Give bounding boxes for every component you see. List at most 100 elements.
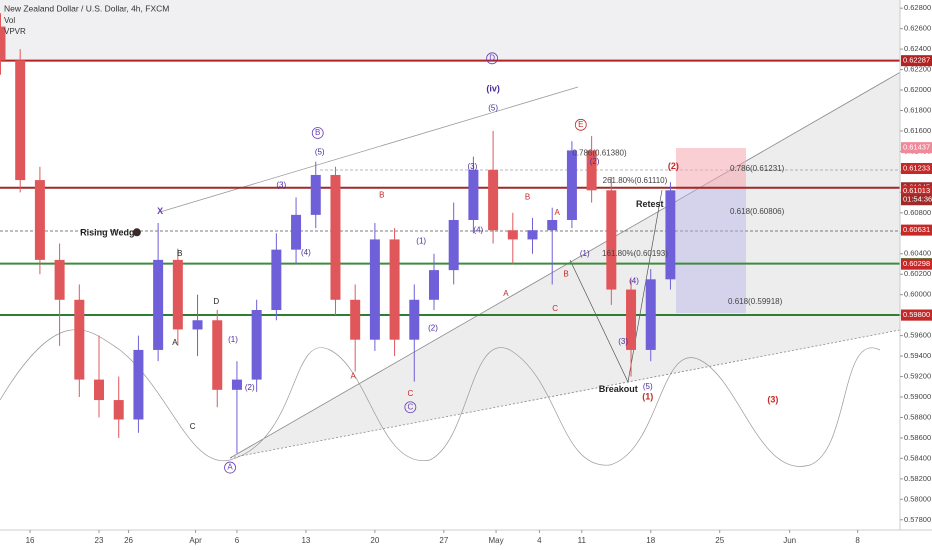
target-zone bbox=[676, 148, 746, 190]
x-tick-label: 16 bbox=[26, 536, 35, 545]
candle-body bbox=[488, 169, 499, 231]
candle-body bbox=[527, 230, 538, 240]
wave-circle bbox=[574, 118, 587, 131]
annotation: Retest bbox=[636, 199, 664, 209]
annotation: (2) bbox=[590, 157, 600, 166]
annotation: C bbox=[552, 304, 558, 313]
candle-body bbox=[192, 320, 203, 330]
y-tick-label: 0.58000 bbox=[904, 494, 931, 503]
candle-body bbox=[665, 190, 676, 280]
price-label-bg bbox=[901, 185, 932, 197]
price-label: 0.61233 bbox=[903, 163, 930, 172]
x-tick-label: 4 bbox=[537, 536, 542, 545]
candle-body bbox=[54, 259, 65, 300]
x-tick-label: 27 bbox=[439, 536, 448, 545]
annotation: (iv) bbox=[486, 83, 500, 93]
annotation: 0.786(0.61380) bbox=[572, 149, 627, 158]
x-tick-label: May bbox=[488, 536, 503, 545]
y-tick-label: 0.62800 bbox=[904, 3, 931, 12]
annotation: (3) bbox=[276, 180, 286, 189]
price-label-bg bbox=[901, 224, 932, 236]
annotation: 261.80%(0.61110) bbox=[603, 176, 668, 185]
annotation: A bbox=[227, 463, 233, 472]
x-tick-label: 18 bbox=[646, 536, 655, 545]
candle-body bbox=[113, 400, 124, 420]
annotation: 161.80%(0.60193) bbox=[602, 249, 668, 258]
annotation: C bbox=[190, 422, 196, 431]
annotation: (3) bbox=[767, 394, 778, 404]
annotation: B bbox=[177, 249, 182, 258]
y-tick-label: 0.60200 bbox=[904, 269, 931, 278]
y-tick-label: 0.58800 bbox=[904, 412, 931, 421]
annotation: (2) bbox=[245, 383, 255, 392]
candle-body bbox=[291, 214, 302, 250]
time-axis bbox=[0, 530, 932, 550]
annotation: Rising Wedge bbox=[80, 228, 139, 238]
candle-body bbox=[212, 320, 223, 390]
candle-body bbox=[645, 279, 656, 350]
y-tick-label: 0.62400 bbox=[904, 44, 931, 53]
candle-body bbox=[231, 379, 242, 390]
annotation: (4) bbox=[629, 276, 639, 285]
annotation: A bbox=[554, 208, 560, 217]
annotation: (4) bbox=[301, 248, 311, 257]
candle-body bbox=[172, 259, 183, 330]
candle-body bbox=[330, 174, 341, 300]
y-tick-label: 0.62600 bbox=[904, 24, 931, 33]
annotation: (1) bbox=[228, 335, 238, 344]
candle-body bbox=[586, 150, 597, 191]
annotation: (2) bbox=[428, 324, 438, 333]
candle-body bbox=[626, 289, 637, 350]
candle-body bbox=[34, 180, 45, 260]
candle-body bbox=[547, 219, 558, 231]
annotation: A bbox=[172, 338, 178, 347]
annotation: X bbox=[157, 206, 163, 216]
y-tick-label: 0.59600 bbox=[904, 331, 931, 340]
y-tick-label: 0.62000 bbox=[904, 85, 931, 94]
price-label: 0.60631 bbox=[903, 225, 930, 234]
annotation: (4) bbox=[473, 225, 483, 234]
x-tick-label: 23 bbox=[95, 536, 104, 545]
x-tick-label: 8 bbox=[855, 536, 860, 545]
y-tick-label: 0.59000 bbox=[904, 392, 931, 401]
y-tick-label: 0.58600 bbox=[904, 433, 931, 442]
candle-body bbox=[0, 26, 6, 61]
annotation: B bbox=[315, 128, 320, 137]
candle-body bbox=[369, 239, 380, 340]
annotation: (3) bbox=[468, 162, 478, 171]
candle-body bbox=[15, 60, 26, 181]
candle-body bbox=[428, 270, 439, 300]
projection-line bbox=[569, 189, 663, 384]
candle-body bbox=[310, 174, 321, 215]
annotation: C bbox=[407, 402, 413, 411]
y-tick-label: 0.61800 bbox=[904, 105, 931, 114]
price-label-bg bbox=[901, 55, 932, 67]
y-tick-label: 0.60800 bbox=[904, 208, 931, 217]
annotation: B bbox=[563, 269, 568, 278]
annotation: (1) bbox=[580, 249, 590, 258]
candle-body bbox=[468, 169, 479, 220]
price-label: 0.61013 bbox=[903, 186, 930, 195]
annotation: D bbox=[213, 297, 219, 306]
annotation: 0.618(0.59918) bbox=[728, 297, 783, 306]
cycle-wave bbox=[0, 329, 881, 467]
y-tick-label: 0.59200 bbox=[904, 372, 931, 381]
annotation: C bbox=[407, 389, 413, 398]
annotation: (5) bbox=[643, 382, 653, 391]
annotation: (5) bbox=[315, 148, 325, 157]
candle-body bbox=[448, 219, 459, 271]
annotation: B bbox=[525, 193, 530, 202]
candle-body bbox=[350, 299, 361, 340]
y-tick-label: 0.60400 bbox=[904, 249, 931, 258]
annotation: (2) bbox=[668, 161, 679, 171]
candle-body bbox=[606, 190, 617, 290]
candle-body bbox=[133, 349, 144, 420]
candle-body bbox=[153, 259, 164, 350]
price-label-bg bbox=[901, 142, 932, 154]
countdown-bg bbox=[901, 194, 932, 206]
x-tick-label: 6 bbox=[235, 536, 240, 545]
risk-zone bbox=[676, 190, 746, 313]
annotation: Breakout bbox=[599, 384, 638, 394]
candle-body bbox=[94, 379, 105, 401]
